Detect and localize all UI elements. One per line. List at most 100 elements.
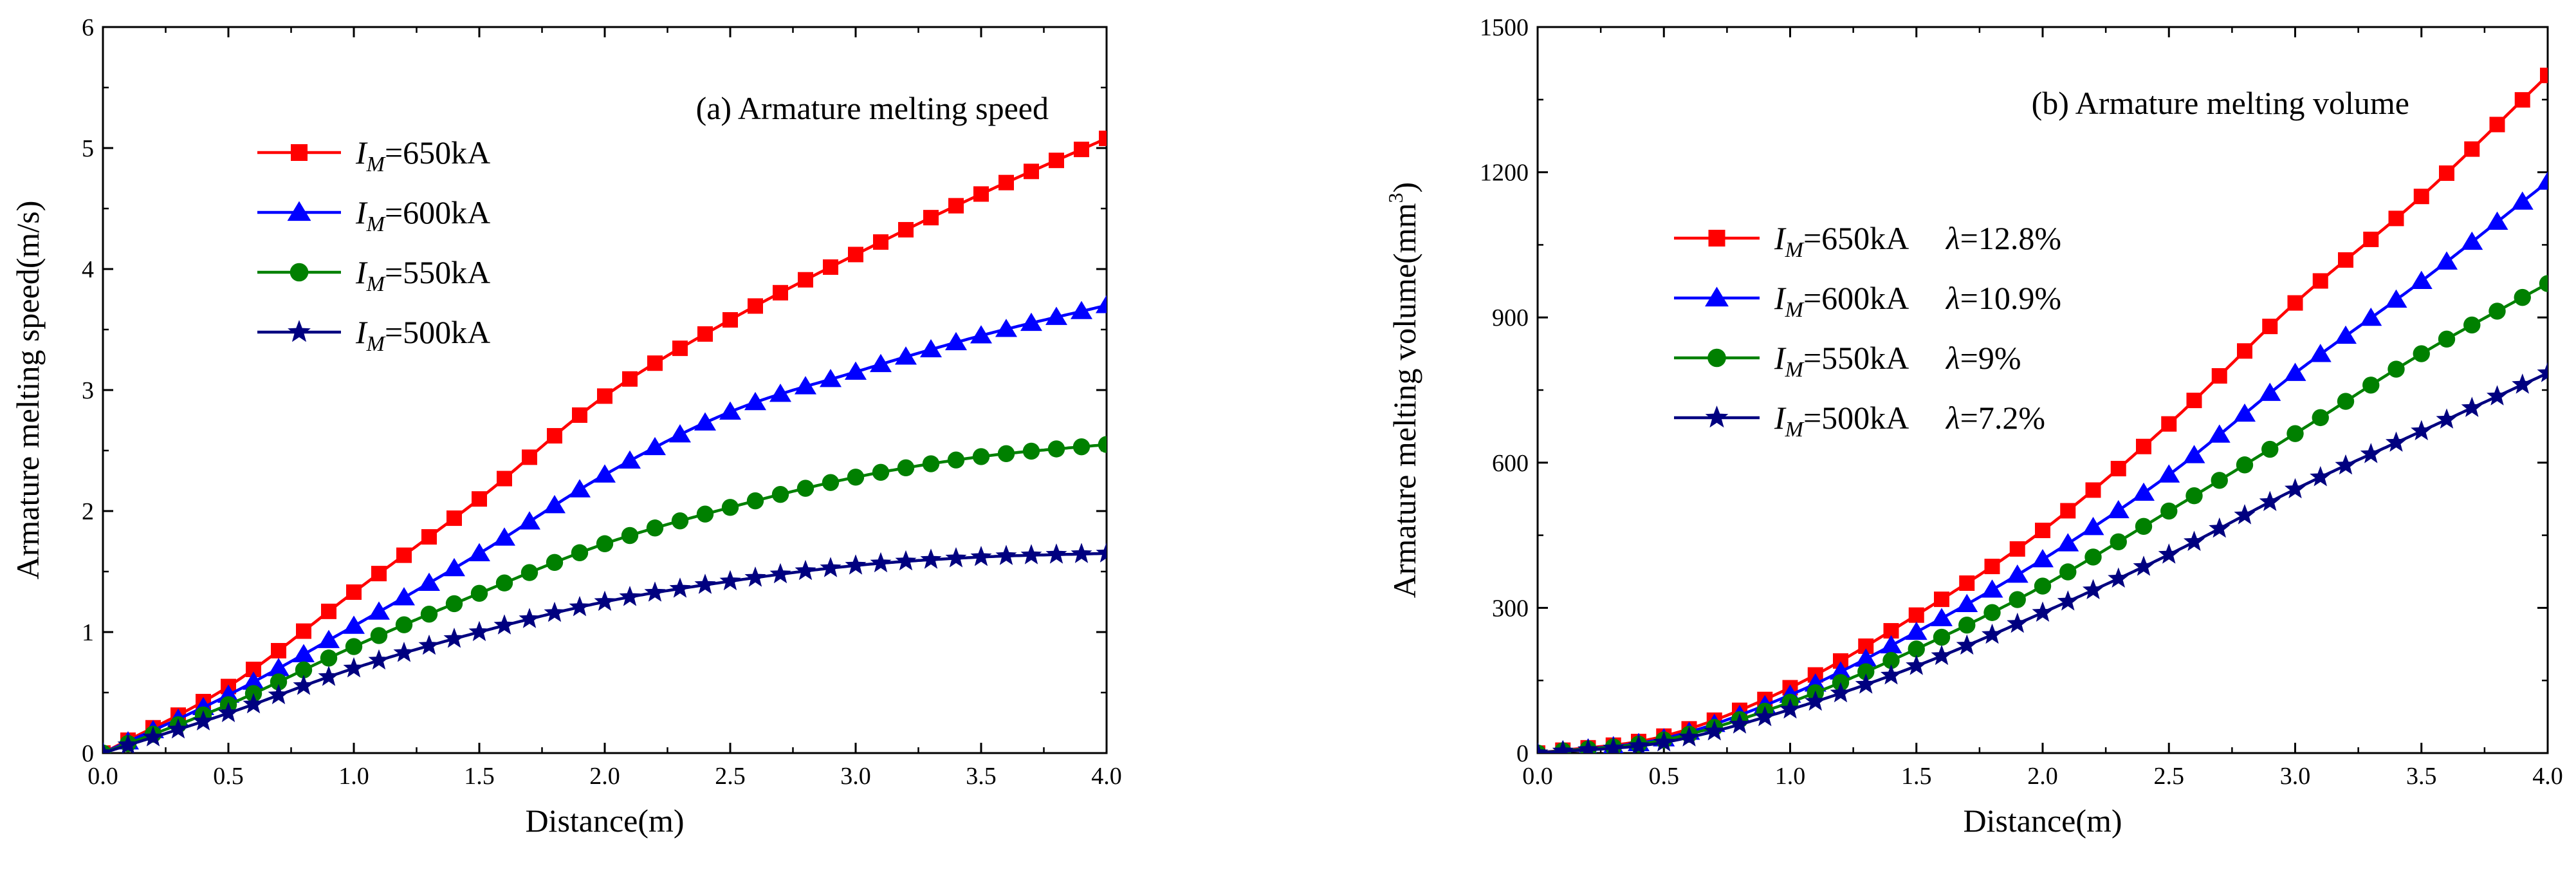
y-tick-label: 5: [82, 135, 94, 162]
data-point-500kA: [1679, 726, 1700, 747]
data-point-500kA: [1754, 705, 1776, 727]
data-point-550kA: [546, 554, 564, 572]
y-tick-label: 3: [82, 377, 94, 404]
legend-marker-square: [1708, 230, 1725, 247]
data-point-650kA: [898, 221, 914, 238]
y-tick-label: 1200: [1480, 160, 1529, 187]
x-tick-label: 1.5: [1901, 763, 1932, 790]
y-axis-title: Armature melting volume(mm3): [1384, 182, 1422, 598]
data-point-650kA: [1024, 163, 1039, 180]
data-point-500kA: [192, 710, 214, 731]
y-axis-title: Armature melting speed(m/s): [10, 201, 46, 580]
data-point-600kA: [2132, 482, 2155, 501]
legend-label-value: =600kA: [385, 194, 490, 230]
data-point-600kA: [1070, 301, 1093, 319]
data-point-600kA: [267, 658, 290, 676]
legend-label-sub: M: [366, 212, 386, 236]
data-point-600kA: [819, 369, 842, 387]
data-point-650kA: [2287, 295, 2303, 311]
series-650kA: [1538, 68, 2548, 753]
data-point-550kA: [872, 463, 890, 481]
x-tick-label: 3.5: [966, 763, 997, 790]
y-axis-title-text: Armature melting volume(mm: [1386, 203, 1422, 598]
x-tick-label: 1.5: [464, 763, 495, 790]
data-point-550kA: [621, 527, 639, 545]
data-point-650kA: [1099, 130, 1107, 146]
data-point-600kA: [769, 383, 792, 402]
data-point-550kA: [370, 627, 388, 644]
legend-entry-650kA: IM=650kA: [257, 135, 490, 176]
data-point-500kA: [243, 693, 264, 714]
data-point-500kA: [2461, 396, 2483, 417]
data-point-500kA: [1780, 698, 1801, 719]
data-point-600kA: [2031, 549, 2054, 568]
data-point-550kA: [2009, 591, 2026, 608]
legend-label-symbol: I: [355, 135, 368, 171]
data-point-600kA: [468, 543, 491, 561]
legend-label-symbol: I: [1774, 400, 1787, 436]
x-tick-label: 1.0: [1775, 763, 1806, 790]
data-point-650kA: [873, 234, 888, 250]
data-point-600kA: [944, 331, 968, 351]
y-tick-label: 0: [82, 740, 94, 767]
data-point-600kA: [618, 450, 641, 469]
x-tick-label: 2.5: [715, 763, 746, 790]
data-point-550kA: [2160, 502, 2178, 520]
data-point-650kA: [773, 284, 788, 301]
y-tick-label: 1: [82, 619, 94, 646]
data-point-650kA: [2363, 231, 2379, 247]
legend-ratio-symbol: λ: [1945, 400, 1960, 436]
legend-label: IM=550kA: [1774, 340, 1909, 382]
legend-label-value: =650kA: [385, 135, 490, 171]
data-point-600kA: [794, 376, 817, 395]
data-point-600kA: [2461, 231, 2483, 250]
data-point-650kA: [2338, 252, 2353, 268]
data-point-650kA: [2161, 416, 2177, 432]
data-point-550kA: [1098, 436, 1107, 453]
data-point-500kA: [1881, 664, 1902, 685]
legend-entry-550kA: IM=550kA: [257, 254, 490, 296]
data-point-550kA: [2110, 533, 2127, 550]
data-point-650kA: [2110, 461, 2126, 477]
data-point-600kA: [317, 629, 340, 648]
legend-marker-triangle: [1705, 286, 1729, 307]
data-point-550kA: [1958, 617, 1976, 634]
legend-entry-550kA: IM=550kA λ=9%: [1674, 340, 2021, 382]
data-point-600kA: [493, 527, 516, 546]
data-point-550kA: [1047, 440, 1065, 458]
data-point-500kA: [2209, 517, 2231, 538]
data-point-650kA: [2413, 189, 2429, 205]
data-point-500kA: [1020, 544, 1042, 564]
data-point-550kA: [2135, 517, 2153, 536]
data-point-500kA: [1704, 720, 1725, 741]
chart-melting-speed: 0.0 0.5 1.0 1.5 2.0 2.5 3.0 3.5 4.0 0 1 2 3 4 5 6 Distan…: [10, 14, 1122, 839]
x-tick-label: 3.5: [2406, 763, 2437, 790]
x-tick-label: 1.0: [338, 763, 369, 790]
data-point-600kA: [342, 615, 365, 634]
data-point-600kA: [2511, 191, 2534, 210]
data-point-650kA: [998, 174, 1014, 191]
data-point-600kA: [668, 424, 692, 443]
data-point-500kA: [920, 548, 942, 569]
legend-ratio-value: =10.9%: [1960, 280, 2061, 316]
y-tick-label: 6: [82, 14, 94, 41]
legend-label: IM=650kA: [1774, 220, 1909, 262]
data-point-550kA: [2463, 316, 2481, 334]
data-point-550kA: [445, 595, 463, 613]
data-point-650kA: [2237, 343, 2252, 359]
data-point-650kA: [1984, 559, 2000, 575]
data-point-600kA: [367, 601, 391, 620]
data-point-650kA: [1074, 142, 1089, 158]
x-axis-title: Distance(m): [1963, 803, 2122, 839]
data-point-650kA: [798, 272, 813, 288]
data-point-550kA: [721, 499, 739, 516]
data-point-650kA: [2060, 503, 2076, 519]
data-point-500kA: [619, 586, 641, 606]
data-point-500kA: [795, 559, 816, 581]
data-point-650kA: [597, 388, 612, 404]
data-point-650kA: [271, 642, 286, 658]
data-point-600kA: [1095, 295, 1107, 313]
data-point-500kA: [142, 726, 164, 747]
data-point-500kA: [1855, 673, 1877, 694]
data-point-550kA: [2211, 472, 2228, 489]
